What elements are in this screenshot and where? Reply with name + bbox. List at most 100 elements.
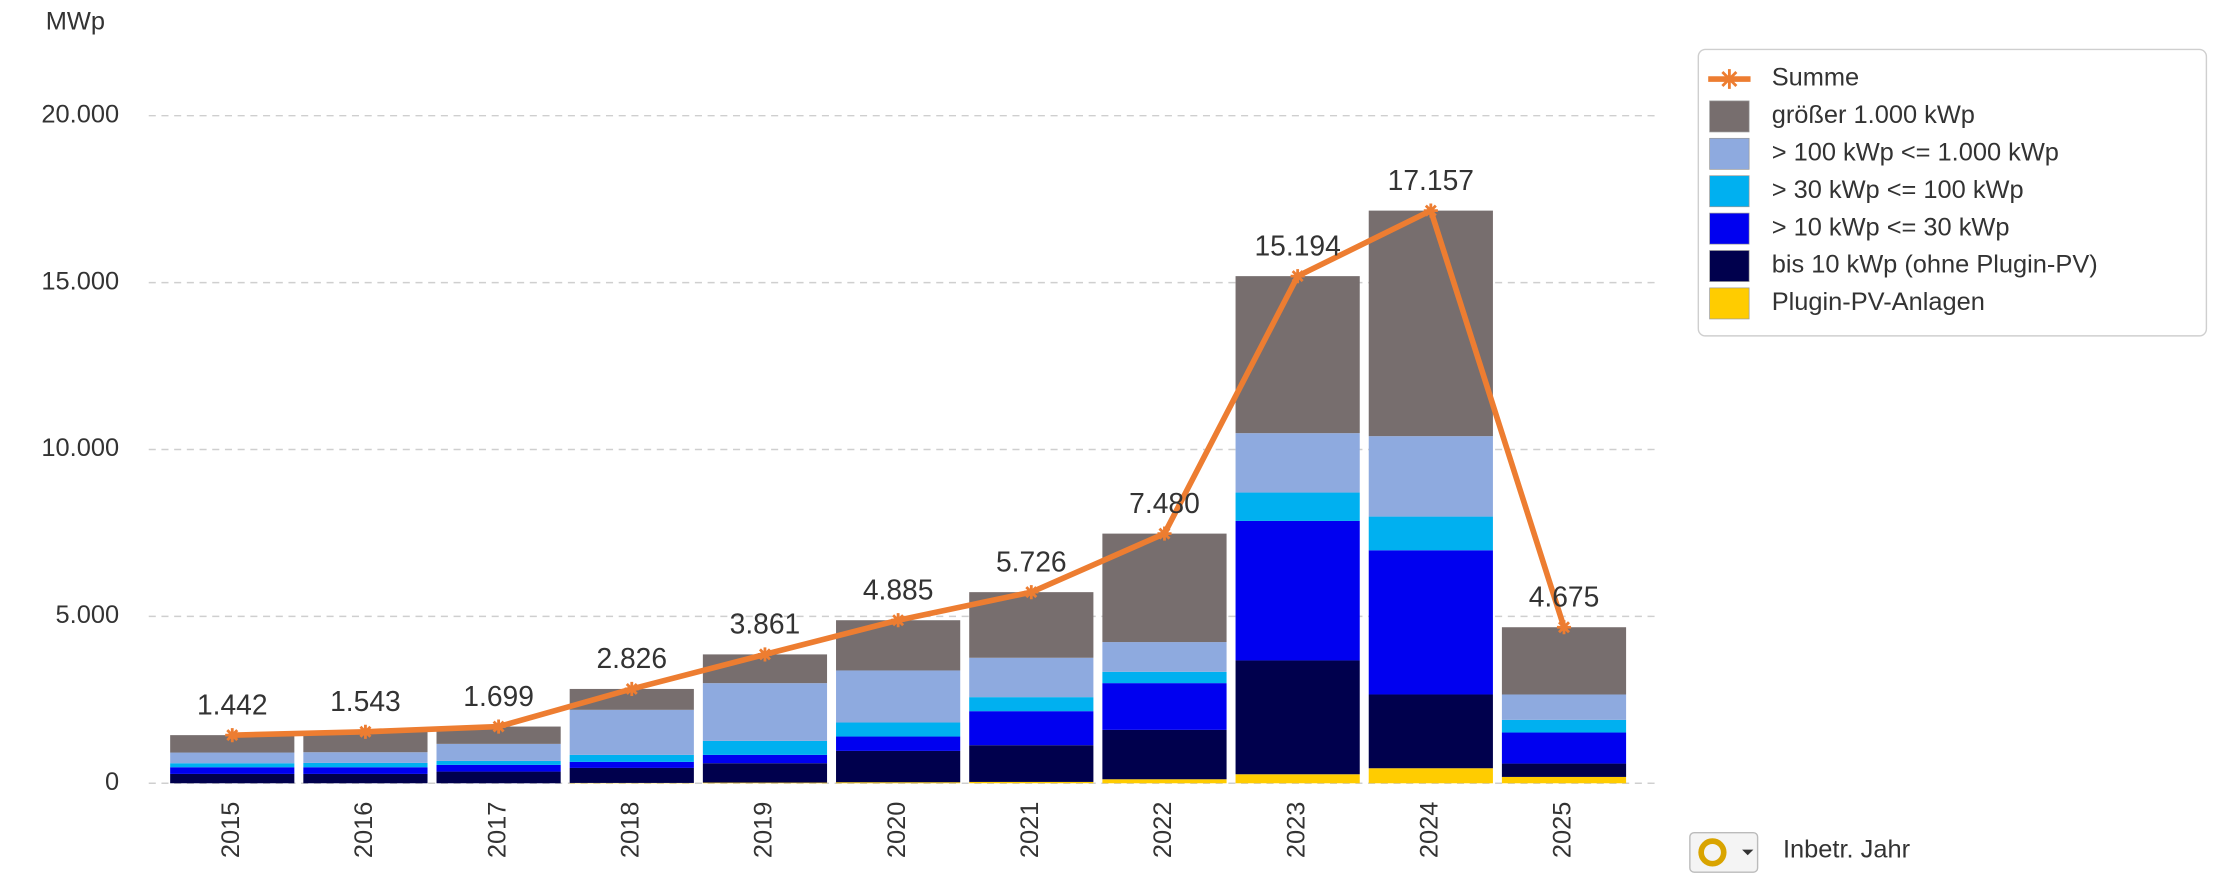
bar-segment [170, 735, 295, 753]
x-tick-label: 2019 [750, 802, 778, 858]
bar-segment [836, 782, 961, 784]
line-marker [891, 613, 906, 628]
refresh-icon [1698, 838, 1727, 867]
bar-segment [303, 767, 428, 774]
line-marker [491, 719, 506, 734]
legend-label: > 100 kWp <= 1.000 kWp [1772, 139, 2059, 167]
bar-segment [836, 722, 961, 737]
x-tick-label: 2015 [217, 802, 245, 858]
bar-segment [1501, 763, 1627, 777]
bar-segment [1501, 732, 1627, 764]
line-marker [1290, 269, 1305, 284]
bar-segment [1368, 436, 1493, 517]
bar-segment [1501, 776, 1627, 784]
bar-segment [1235, 433, 1360, 493]
line-marker [624, 681, 639, 696]
bar-segment [836, 670, 961, 723]
legend-swatch [1709, 100, 1750, 133]
bar-segment [1102, 671, 1227, 684]
legend-label: Plugin-PV-Anlagen [1772, 288, 1985, 316]
bar-segment [836, 620, 961, 671]
bar-segment [436, 760, 561, 765]
y-tick-label: 20.000 [41, 100, 119, 128]
bar-segment [1102, 729, 1227, 780]
bar-segment [702, 763, 828, 783]
data-label: 17.157 [1388, 164, 1474, 196]
bar-segment [303, 762, 428, 768]
bar-segment [569, 767, 694, 783]
bar-segment [569, 688, 694, 710]
line-marker [1024, 585, 1039, 600]
x-tick-label: 2017 [483, 802, 511, 858]
line-marker [1157, 526, 1172, 541]
bar-segment [1368, 210, 1493, 437]
legend-label: > 30 kWp <= 100 kWp [1772, 176, 2024, 204]
bar-segment [1102, 779, 1227, 784]
bar-segment [969, 781, 1094, 784]
data-label: 1.699 [463, 680, 534, 712]
y-tick-label: 0 [105, 768, 119, 796]
y-tick-label: 5.000 [56, 601, 120, 629]
bar-segment [702, 754, 828, 764]
bar-segment [702, 782, 828, 784]
bar-segment [303, 773, 428, 784]
line-marker [1719, 69, 1740, 89]
data-label: 7.480 [1129, 487, 1200, 519]
bar-segment [170, 767, 295, 774]
bar-segment [702, 740, 828, 755]
data-label: 1.543 [330, 685, 401, 717]
data-label: 4.675 [1529, 580, 1600, 612]
bar-segment [969, 745, 1094, 782]
y-tick-label: 10.000 [41, 434, 119, 462]
data-label: 5.726 [996, 545, 1067, 577]
x-tick-label: 2023 [1282, 802, 1310, 858]
bar-segment [170, 773, 295, 784]
bar-segment [1501, 719, 1627, 733]
legend-swatch [1709, 212, 1750, 245]
bar-segment [170, 752, 295, 764]
line-marker [757, 647, 773, 662]
bar-segment [303, 752, 428, 763]
bar-segment [1235, 660, 1360, 775]
legend-swatch [1709, 287, 1750, 320]
x-axis-label[interactable]: Inbetr. Jahr [1783, 836, 1911, 864]
dropdown-arrow [1742, 849, 1754, 856]
data-label: 4.885 [863, 573, 934, 605]
bar-segment [702, 683, 828, 741]
bar-segment [569, 761, 694, 768]
legend-swatch [1709, 137, 1750, 170]
x-tick-label: 2025 [1549, 802, 1577, 858]
bar-segment [1368, 516, 1493, 551]
y-tick-label: 15.000 [41, 267, 119, 295]
x-tick-label: 2018 [616, 802, 644, 858]
data-label: 3.861 [730, 608, 801, 640]
line-marker [358, 724, 373, 739]
bar-segment [1368, 768, 1493, 784]
data-label: 1.442 [197, 688, 268, 720]
legend-label: bis 10 kWp (ohne Plugin-PV) [1772, 251, 2098, 279]
bar-segment [436, 726, 561, 744]
line-marker [225, 728, 240, 743]
x-tick-label: 2020 [883, 802, 911, 858]
y-unit-label: MWp [46, 7, 105, 35]
bar-segment [1501, 627, 1627, 695]
bar-segment [1501, 694, 1627, 720]
x-tick-label: 2021 [1016, 802, 1044, 858]
bar-segment [436, 771, 561, 784]
legend-box [1697, 48, 2208, 337]
bar-segment [1235, 774, 1360, 784]
bar-segment [436, 764, 561, 772]
legend-swatch [1709, 250, 1750, 282]
x-tick-label: 2024 [1416, 802, 1444, 858]
legend-swatch [1709, 175, 1750, 208]
legend-label: > 10 kWp <= 30 kWp [1772, 213, 2010, 241]
bar-segment [1368, 550, 1493, 695]
x-tick-label: 2016 [350, 802, 378, 858]
bar-segment [836, 736, 961, 751]
bar-segment [969, 711, 1094, 746]
bar-segment [569, 754, 694, 762]
line-marker [1423, 203, 1438, 218]
legend-label: Summe [1772, 64, 1859, 92]
